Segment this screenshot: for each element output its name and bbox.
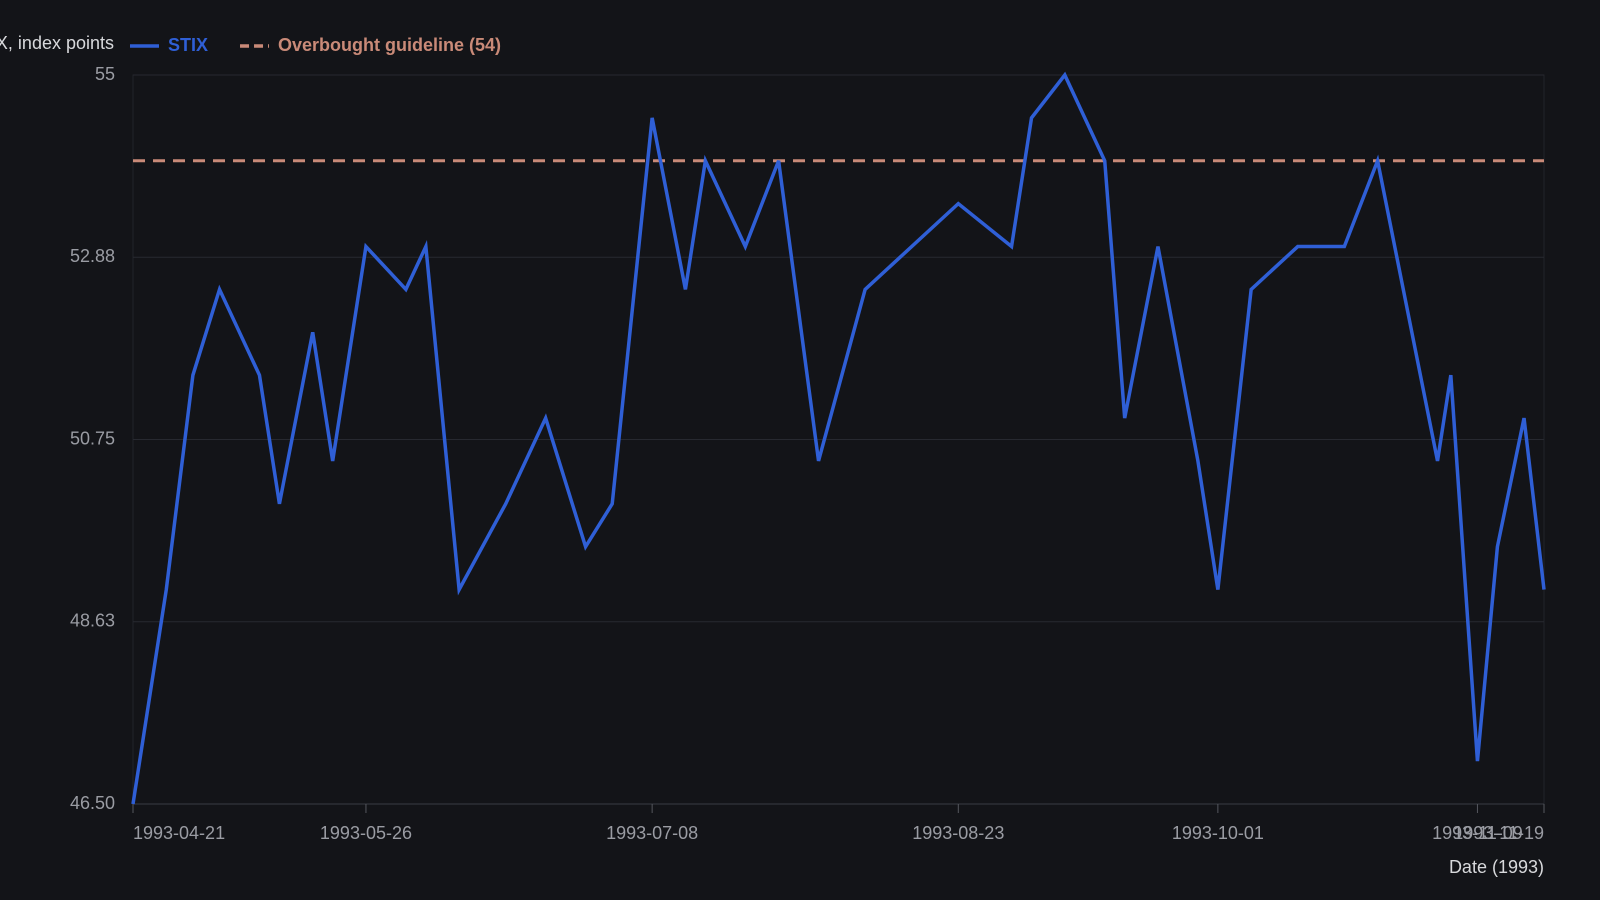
x-tick-label: 1993-10-01 <box>1172 823 1264 843</box>
y-tick-label: 48.63 <box>70 611 115 631</box>
x-tick-label: 1993-07-08 <box>606 823 698 843</box>
x-tick-label: 1993-11-19 <box>1453 823 1544 843</box>
y-tick-label: 55 <box>95 64 115 84</box>
x-tick-label: 1993-08-23 <box>912 823 1004 843</box>
legend-label: Overbought guideline (54) <box>278 35 501 55</box>
y-tick-label: 50.75 <box>70 428 115 448</box>
x-tick-label: 1993-11-09 <box>1432 823 1523 843</box>
x-axis-label: Date (1993) <box>1449 857 1544 877</box>
legend-label: STIX <box>168 35 208 55</box>
y-tick-label: 52.88 <box>70 246 115 266</box>
y-axis-label: STIX, index points <box>0 33 114 53</box>
y-tick-label: 46.50 <box>70 793 115 813</box>
x-tick-label: 1993-05-26 <box>320 823 412 843</box>
line-series <box>131 71 1546 805</box>
x-tick-label: 1993-04-21 <box>133 823 225 843</box>
